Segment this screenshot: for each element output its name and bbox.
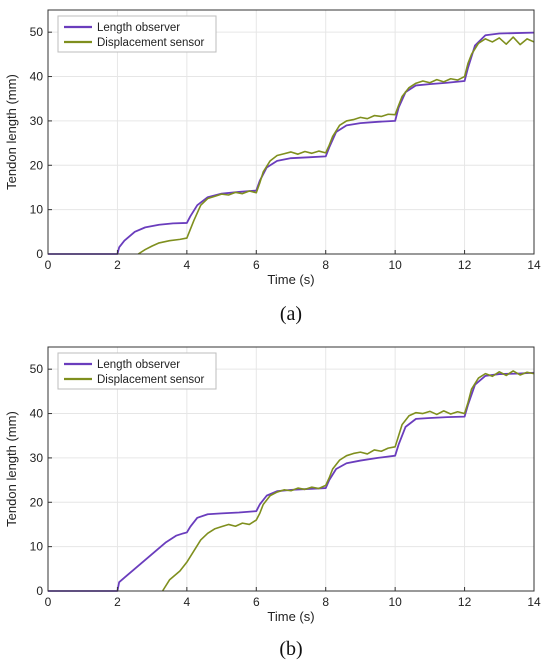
legend-label: Length observer	[97, 22, 180, 34]
y-tick-label: 40	[30, 70, 44, 84]
x-tick-label: 2	[114, 595, 121, 609]
x-tick-label: 8	[322, 595, 329, 609]
legend: Length observer Displacement sensor	[57, 352, 217, 390]
y-tick-label: 30	[30, 114, 44, 128]
y-tick-label: 50	[30, 25, 44, 39]
y-tick-label: 0	[36, 247, 43, 261]
x-tick-label: 2	[114, 258, 121, 272]
axes-box	[47, 346, 535, 592]
series-line-length-observer	[48, 31, 535, 255]
y-tick-label: 0	[36, 584, 43, 598]
legend-box	[57, 15, 217, 53]
chart-panel-1: 0 2 4 6 8 10 12 14 0 10 20 30 40 50 Time (s) Tendon len…	[4, 9, 541, 325]
x-tick-label: 10	[388, 595, 402, 609]
axes-box	[47, 9, 535, 255]
y-tick-label: 40	[30, 407, 44, 421]
y-axis-label: Tendon length (mm)	[4, 74, 19, 190]
legend: Length observer Displacement sensor	[57, 15, 217, 53]
y-tick-label: 20	[30, 495, 44, 509]
chart-caption: (b)	[279, 638, 302, 660]
x-axis-label: Time (s)	[267, 272, 314, 287]
y-tick-label: 50	[30, 362, 44, 376]
x-tick-label: 8	[322, 258, 329, 272]
x-tick-label: 6	[253, 595, 260, 609]
series-line-displacement-sensor	[137, 36, 535, 255]
legend-label: Length observer	[97, 359, 180, 371]
x-tick-label: 4	[184, 258, 191, 272]
x-axis-label: Time (s)	[267, 609, 314, 624]
y-axis-label: Tendon length (mm)	[4, 411, 19, 527]
x-tick-label: 12	[458, 258, 472, 272]
y-tick-label: 10	[30, 540, 44, 554]
x-tick-label: 14	[527, 595, 541, 609]
x-tick-label: 4	[184, 595, 191, 609]
legend-label: Displacement sensor	[97, 374, 205, 386]
legend-label: Displacement sensor	[97, 37, 205, 49]
x-tick-label: 0	[45, 595, 52, 609]
series-line-length-observer	[48, 371, 535, 592]
legend-box	[57, 352, 217, 390]
y-tick-label: 20	[30, 158, 44, 172]
x-tick-label: 6	[253, 258, 260, 272]
x-tick-label: 0	[45, 258, 52, 272]
series-line-displacement-sensor	[161, 370, 535, 592]
x-tick-label: 10	[388, 258, 402, 272]
x-tick-label: 12	[458, 595, 472, 609]
y-tick-label: 10	[30, 203, 44, 217]
chart-caption: (a)	[280, 303, 302, 325]
x-tick-label: 14	[527, 258, 541, 272]
chart-panel-2: 0 2 4 6 8 10 12 14 0 10 20 30 40 50 Time (s) Tendon len…	[4, 346, 541, 660]
y-tick-label: 30	[30, 451, 44, 465]
